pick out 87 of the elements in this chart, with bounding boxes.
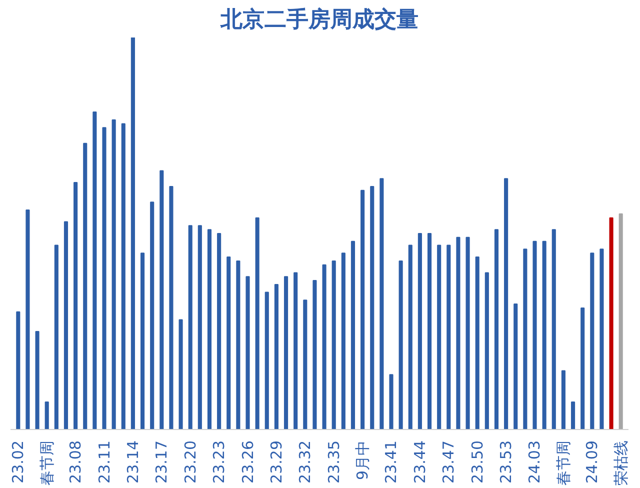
bar (341, 252, 346, 430)
x-tick-label: 23.17 (152, 440, 171, 484)
bar (514, 304, 518, 430)
x-tick-label: 春节周 (38, 440, 56, 486)
bar (580, 307, 585, 430)
bar (255, 217, 260, 430)
chart-title: 北京二手房周成交量 (220, 6, 418, 32)
bar (188, 225, 192, 430)
bar (609, 217, 614, 430)
bar (504, 178, 508, 430)
bar (466, 236, 470, 430)
x-tick-label: 23.53 (497, 440, 516, 484)
x-tick-label: 24.03 (526, 440, 544, 484)
bar (274, 284, 278, 430)
x-tick-label: 23.50 (468, 440, 486, 484)
bar (102, 127, 106, 430)
x-tick-label: 23.41 (382, 440, 400, 484)
bar (35, 331, 40, 430)
x-tick-label: 23.35 (324, 440, 343, 484)
bar (16, 311, 20, 430)
bar (570, 402, 576, 430)
bar (303, 300, 308, 430)
bar (236, 260, 240, 430)
bar (350, 240, 356, 430)
x-tick-label: 23.11 (95, 440, 114, 484)
bar (64, 221, 68, 430)
bar (121, 123, 126, 430)
bar (246, 276, 250, 430)
bar (590, 252, 594, 430)
bar (427, 233, 432, 430)
bar (532, 240, 537, 430)
bar (178, 319, 183, 430)
bar (83, 142, 88, 430)
bar (150, 202, 154, 430)
x-tick-label: 9月中 (354, 440, 372, 480)
bar (389, 374, 394, 430)
bar (523, 248, 528, 430)
bar (561, 370, 566, 430)
bar (494, 229, 499, 430)
bar (284, 276, 288, 430)
x-tick-label: 春节周 (554, 440, 572, 486)
x-tick-label: 荣枯线 (612, 440, 630, 486)
bar (552, 229, 556, 430)
bar (264, 292, 269, 430)
x-tick-label: 23.47 (440, 440, 458, 484)
x-tick-label: 23.14 (124, 440, 142, 484)
x-tick-label: 23.32 (296, 440, 314, 484)
bar (618, 213, 623, 430)
x-tick-label: 23.29 (267, 440, 286, 484)
bar (54, 244, 58, 430)
x-tick-label: 23.44 (410, 440, 429, 484)
bar (198, 225, 202, 430)
bar (380, 178, 384, 430)
bar (370, 186, 374, 430)
bar (130, 38, 135, 430)
bar (360, 190, 365, 430)
bar (456, 236, 460, 430)
bar (74, 182, 78, 430)
x-tick-label: 23.23 (210, 440, 228, 484)
x-tick-label: 23.20 (181, 440, 200, 484)
bar (408, 244, 412, 430)
bar (475, 256, 480, 430)
bar (92, 111, 97, 430)
bar (112, 119, 116, 430)
x-tick-label: 23.08 (66, 440, 85, 484)
bar (26, 209, 30, 430)
bar (332, 260, 336, 430)
bar (217, 233, 222, 430)
x-tick-label: 23.02 (9, 440, 28, 484)
bar (207, 229, 212, 430)
bar (398, 260, 403, 430)
bar (312, 280, 317, 430)
bar (160, 170, 164, 430)
bar (169, 186, 174, 430)
bar (44, 402, 49, 430)
bar (446, 244, 451, 430)
x-tick-label: 23.26 (238, 440, 257, 484)
bar (322, 264, 326, 430)
bar (140, 252, 145, 430)
bar (542, 240, 546, 430)
bar (294, 272, 298, 430)
bar (600, 248, 604, 430)
bar (437, 244, 442, 430)
bar (418, 233, 422, 430)
x-tick-label: 24.09 (583, 440, 602, 484)
bar (226, 256, 231, 430)
bar (484, 272, 489, 430)
